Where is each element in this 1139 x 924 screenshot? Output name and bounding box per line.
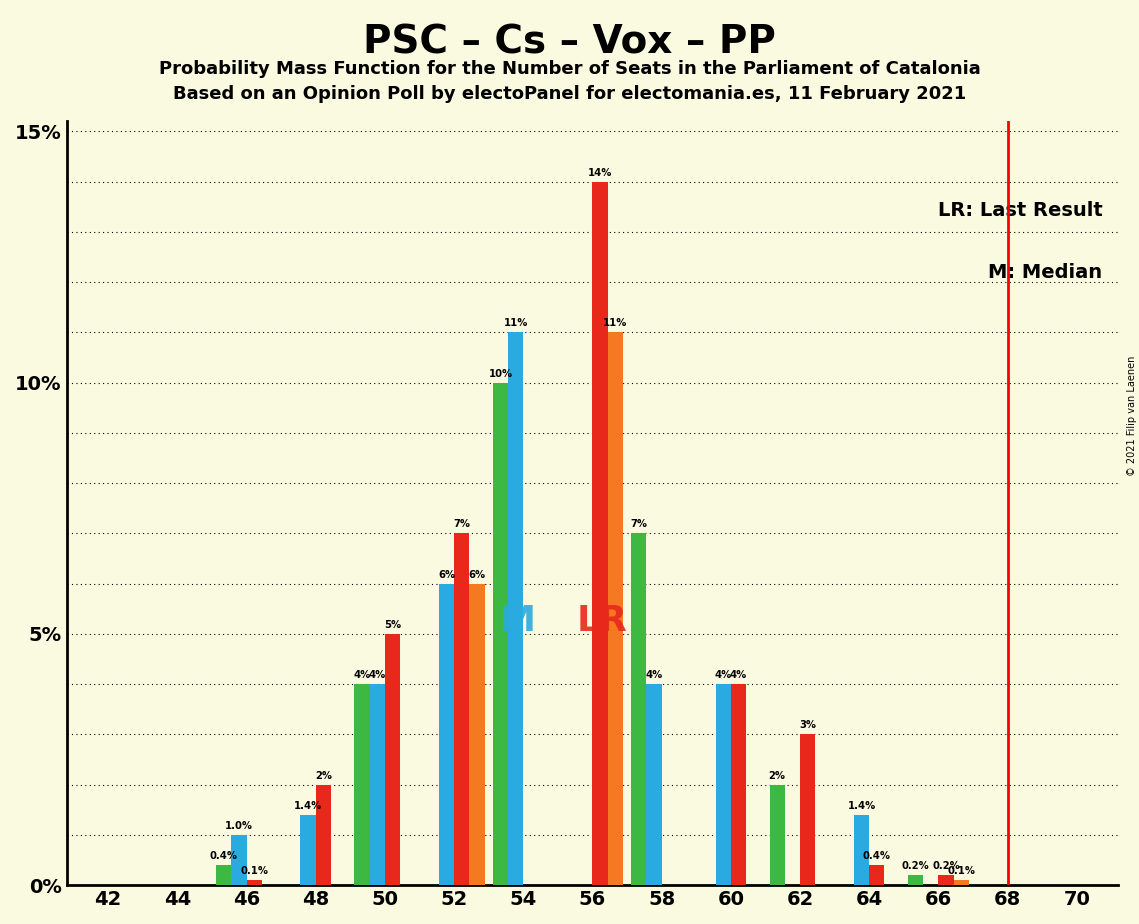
Text: 14%: 14% <box>588 167 613 177</box>
Text: 7%: 7% <box>453 519 470 529</box>
Text: 4%: 4% <box>353 670 370 680</box>
Text: 0.1%: 0.1% <box>240 866 268 876</box>
Text: Probability Mass Function for the Number of Seats in the Parliament of Catalonia: Probability Mass Function for the Number… <box>158 60 981 78</box>
Bar <box>647 684 662 885</box>
Text: LR: LR <box>576 603 628 638</box>
Text: 4%: 4% <box>714 670 732 680</box>
Text: 4%: 4% <box>730 670 747 680</box>
Text: 2%: 2% <box>769 771 786 781</box>
Bar <box>246 881 262 885</box>
Bar <box>231 835 246 885</box>
Bar <box>592 182 608 885</box>
Bar <box>953 881 969 885</box>
Text: Based on an Opinion Poll by electoPanel for electomania.es, 11 February 2021: Based on an Opinion Poll by electoPanel … <box>173 85 966 103</box>
Bar <box>493 383 508 885</box>
Text: 1.4%: 1.4% <box>847 801 876 810</box>
Bar <box>216 865 231 885</box>
Text: 0.2%: 0.2% <box>932 861 960 871</box>
Text: 0.2%: 0.2% <box>902 861 929 871</box>
Text: 0.4%: 0.4% <box>863 851 891 861</box>
Text: LR: Last Result: LR: Last Result <box>937 201 1103 221</box>
Bar <box>770 784 785 885</box>
Text: 0.4%: 0.4% <box>210 851 238 861</box>
Bar <box>301 815 316 885</box>
Bar <box>854 815 869 885</box>
Bar <box>715 684 731 885</box>
Bar <box>939 875 953 885</box>
Bar <box>800 735 816 885</box>
Text: M: Median: M: Median <box>989 262 1103 282</box>
Bar <box>385 634 400 885</box>
Text: 6%: 6% <box>437 569 454 579</box>
Text: 6%: 6% <box>468 569 485 579</box>
Bar <box>469 584 484 885</box>
Text: 3%: 3% <box>800 721 817 730</box>
Bar <box>608 333 623 885</box>
Bar <box>454 533 469 885</box>
Bar <box>631 533 647 885</box>
Text: 7%: 7% <box>630 519 647 529</box>
Text: 5%: 5% <box>384 620 401 630</box>
Text: 4%: 4% <box>646 670 663 680</box>
Bar <box>316 784 331 885</box>
Text: PSC – Cs – Vox – PP: PSC – Cs – Vox – PP <box>363 23 776 61</box>
Text: 1.0%: 1.0% <box>224 821 253 831</box>
Bar <box>370 684 385 885</box>
Text: 1.4%: 1.4% <box>294 801 322 810</box>
Bar <box>731 684 746 885</box>
Text: 2%: 2% <box>314 771 331 781</box>
Text: 10%: 10% <box>489 369 513 379</box>
Text: © 2021 Filip van Laenen: © 2021 Filip van Laenen <box>1126 356 1137 476</box>
Text: 0.1%: 0.1% <box>948 866 975 876</box>
Bar <box>869 865 885 885</box>
Text: 11%: 11% <box>503 318 527 328</box>
Bar <box>508 333 523 885</box>
Bar <box>354 684 370 885</box>
Text: 4%: 4% <box>369 670 386 680</box>
Text: 11%: 11% <box>604 318 628 328</box>
Bar <box>439 584 454 885</box>
Text: M: M <box>499 603 535 638</box>
Bar <box>908 875 924 885</box>
